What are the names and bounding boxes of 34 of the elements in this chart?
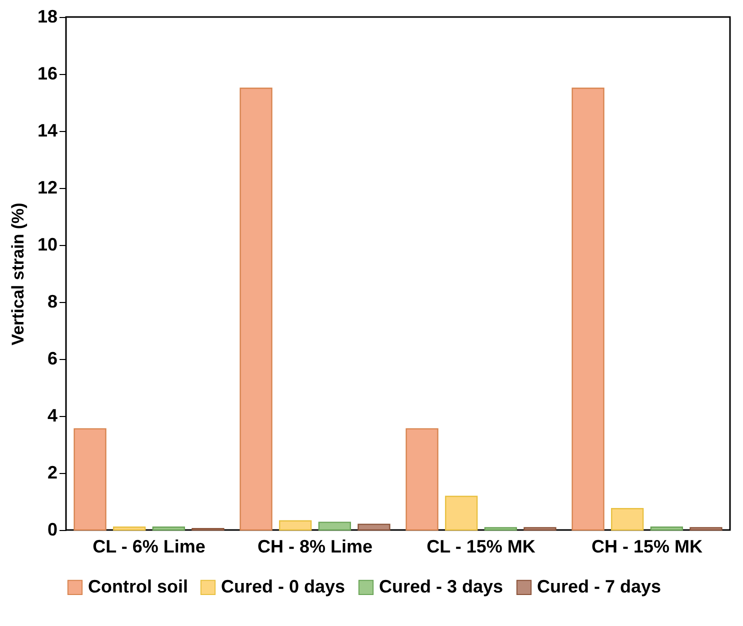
y-axis-title: Vertical strain (%) [8, 202, 28, 346]
y-tick-label: 0 [47, 520, 58, 540]
bar [445, 496, 478, 531]
y-tick-label: 12 [37, 178, 58, 198]
x-tick-label: CL - 6% Lime [92, 536, 206, 556]
x-tick-label: CH - 15% MK [591, 536, 703, 556]
x-tick-label: CL - 15% MK [426, 536, 536, 556]
bar [318, 522, 351, 531]
y-tick-label: 6 [47, 348, 58, 368]
y-tick-label: 8 [47, 292, 58, 312]
bar [358, 524, 390, 531]
bar [611, 508, 644, 531]
bar [279, 520, 312, 531]
x-tick-label: CH - 8% Lime [257, 536, 373, 556]
y-tick-label: 16 [37, 64, 58, 84]
bar [572, 88, 604, 531]
legend-label: Cured - 7 days [537, 576, 662, 596]
y-tick-label: 2 [47, 462, 58, 482]
bar [690, 527, 722, 531]
bar [484, 527, 517, 531]
legend-label: Control soil [88, 576, 188, 596]
y-tick-label: 14 [37, 120, 58, 140]
y-tick-label: 18 [37, 6, 58, 26]
y-tick-label: 4 [47, 406, 58, 426]
bar [152, 526, 185, 531]
legend-label: Cured - 3 days [379, 576, 504, 596]
bar [650, 526, 683, 531]
bar [74, 428, 106, 531]
bar [113, 526, 146, 531]
legend-label: Cured - 0 days [221, 576, 346, 596]
y-tick-label: 10 [37, 234, 58, 254]
bar [406, 428, 438, 531]
bar [524, 527, 556, 531]
bar [240, 88, 272, 531]
